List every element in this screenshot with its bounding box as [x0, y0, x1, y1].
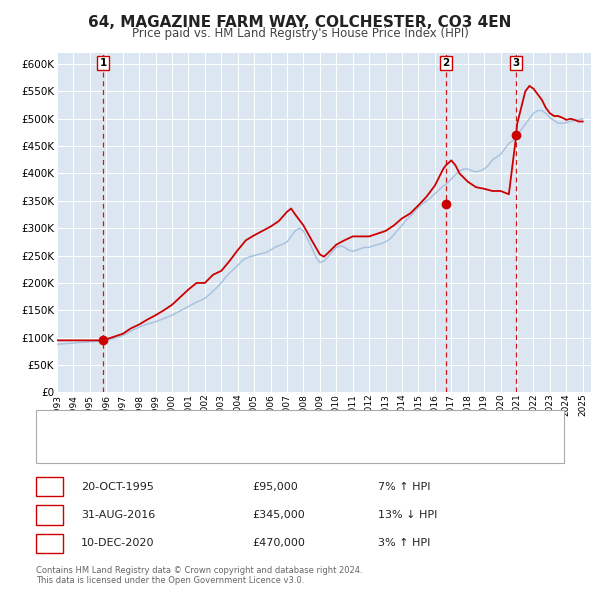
- Text: 1: 1: [46, 482, 53, 491]
- Text: ——: ——: [60, 441, 85, 454]
- Text: £95,000: £95,000: [252, 482, 298, 491]
- Text: HPI: Average price, detached house, Colchester: HPI: Average price, detached house, Colc…: [93, 442, 342, 452]
- Text: 64, MAGAZINE FARM WAY, COLCHESTER, CO3 4EN (detached house): 64, MAGAZINE FARM WAY, COLCHESTER, CO3 4…: [93, 419, 449, 428]
- Text: 3: 3: [46, 539, 53, 548]
- Text: £345,000: £345,000: [252, 510, 305, 520]
- Text: 1: 1: [100, 58, 107, 68]
- Text: Price paid vs. HM Land Registry's House Price Index (HPI): Price paid vs. HM Land Registry's House …: [131, 27, 469, 40]
- Text: 7% ↑ HPI: 7% ↑ HPI: [378, 482, 431, 491]
- Text: 2: 2: [442, 58, 449, 68]
- Text: 10-DEC-2020: 10-DEC-2020: [81, 539, 155, 548]
- Text: 3: 3: [512, 58, 520, 68]
- Text: 31-AUG-2016: 31-AUG-2016: [81, 510, 155, 520]
- Text: £470,000: £470,000: [252, 539, 305, 548]
- Text: 13% ↓ HPI: 13% ↓ HPI: [378, 510, 437, 520]
- Text: 2: 2: [46, 510, 53, 520]
- Text: 20-OCT-1995: 20-OCT-1995: [81, 482, 154, 491]
- Text: ——: ——: [60, 417, 85, 430]
- Text: 64, MAGAZINE FARM WAY, COLCHESTER, CO3 4EN: 64, MAGAZINE FARM WAY, COLCHESTER, CO3 4…: [88, 15, 512, 30]
- Text: Contains HM Land Registry data © Crown copyright and database right 2024.
This d: Contains HM Land Registry data © Crown c…: [36, 566, 362, 585]
- Text: 3% ↑ HPI: 3% ↑ HPI: [378, 539, 430, 548]
